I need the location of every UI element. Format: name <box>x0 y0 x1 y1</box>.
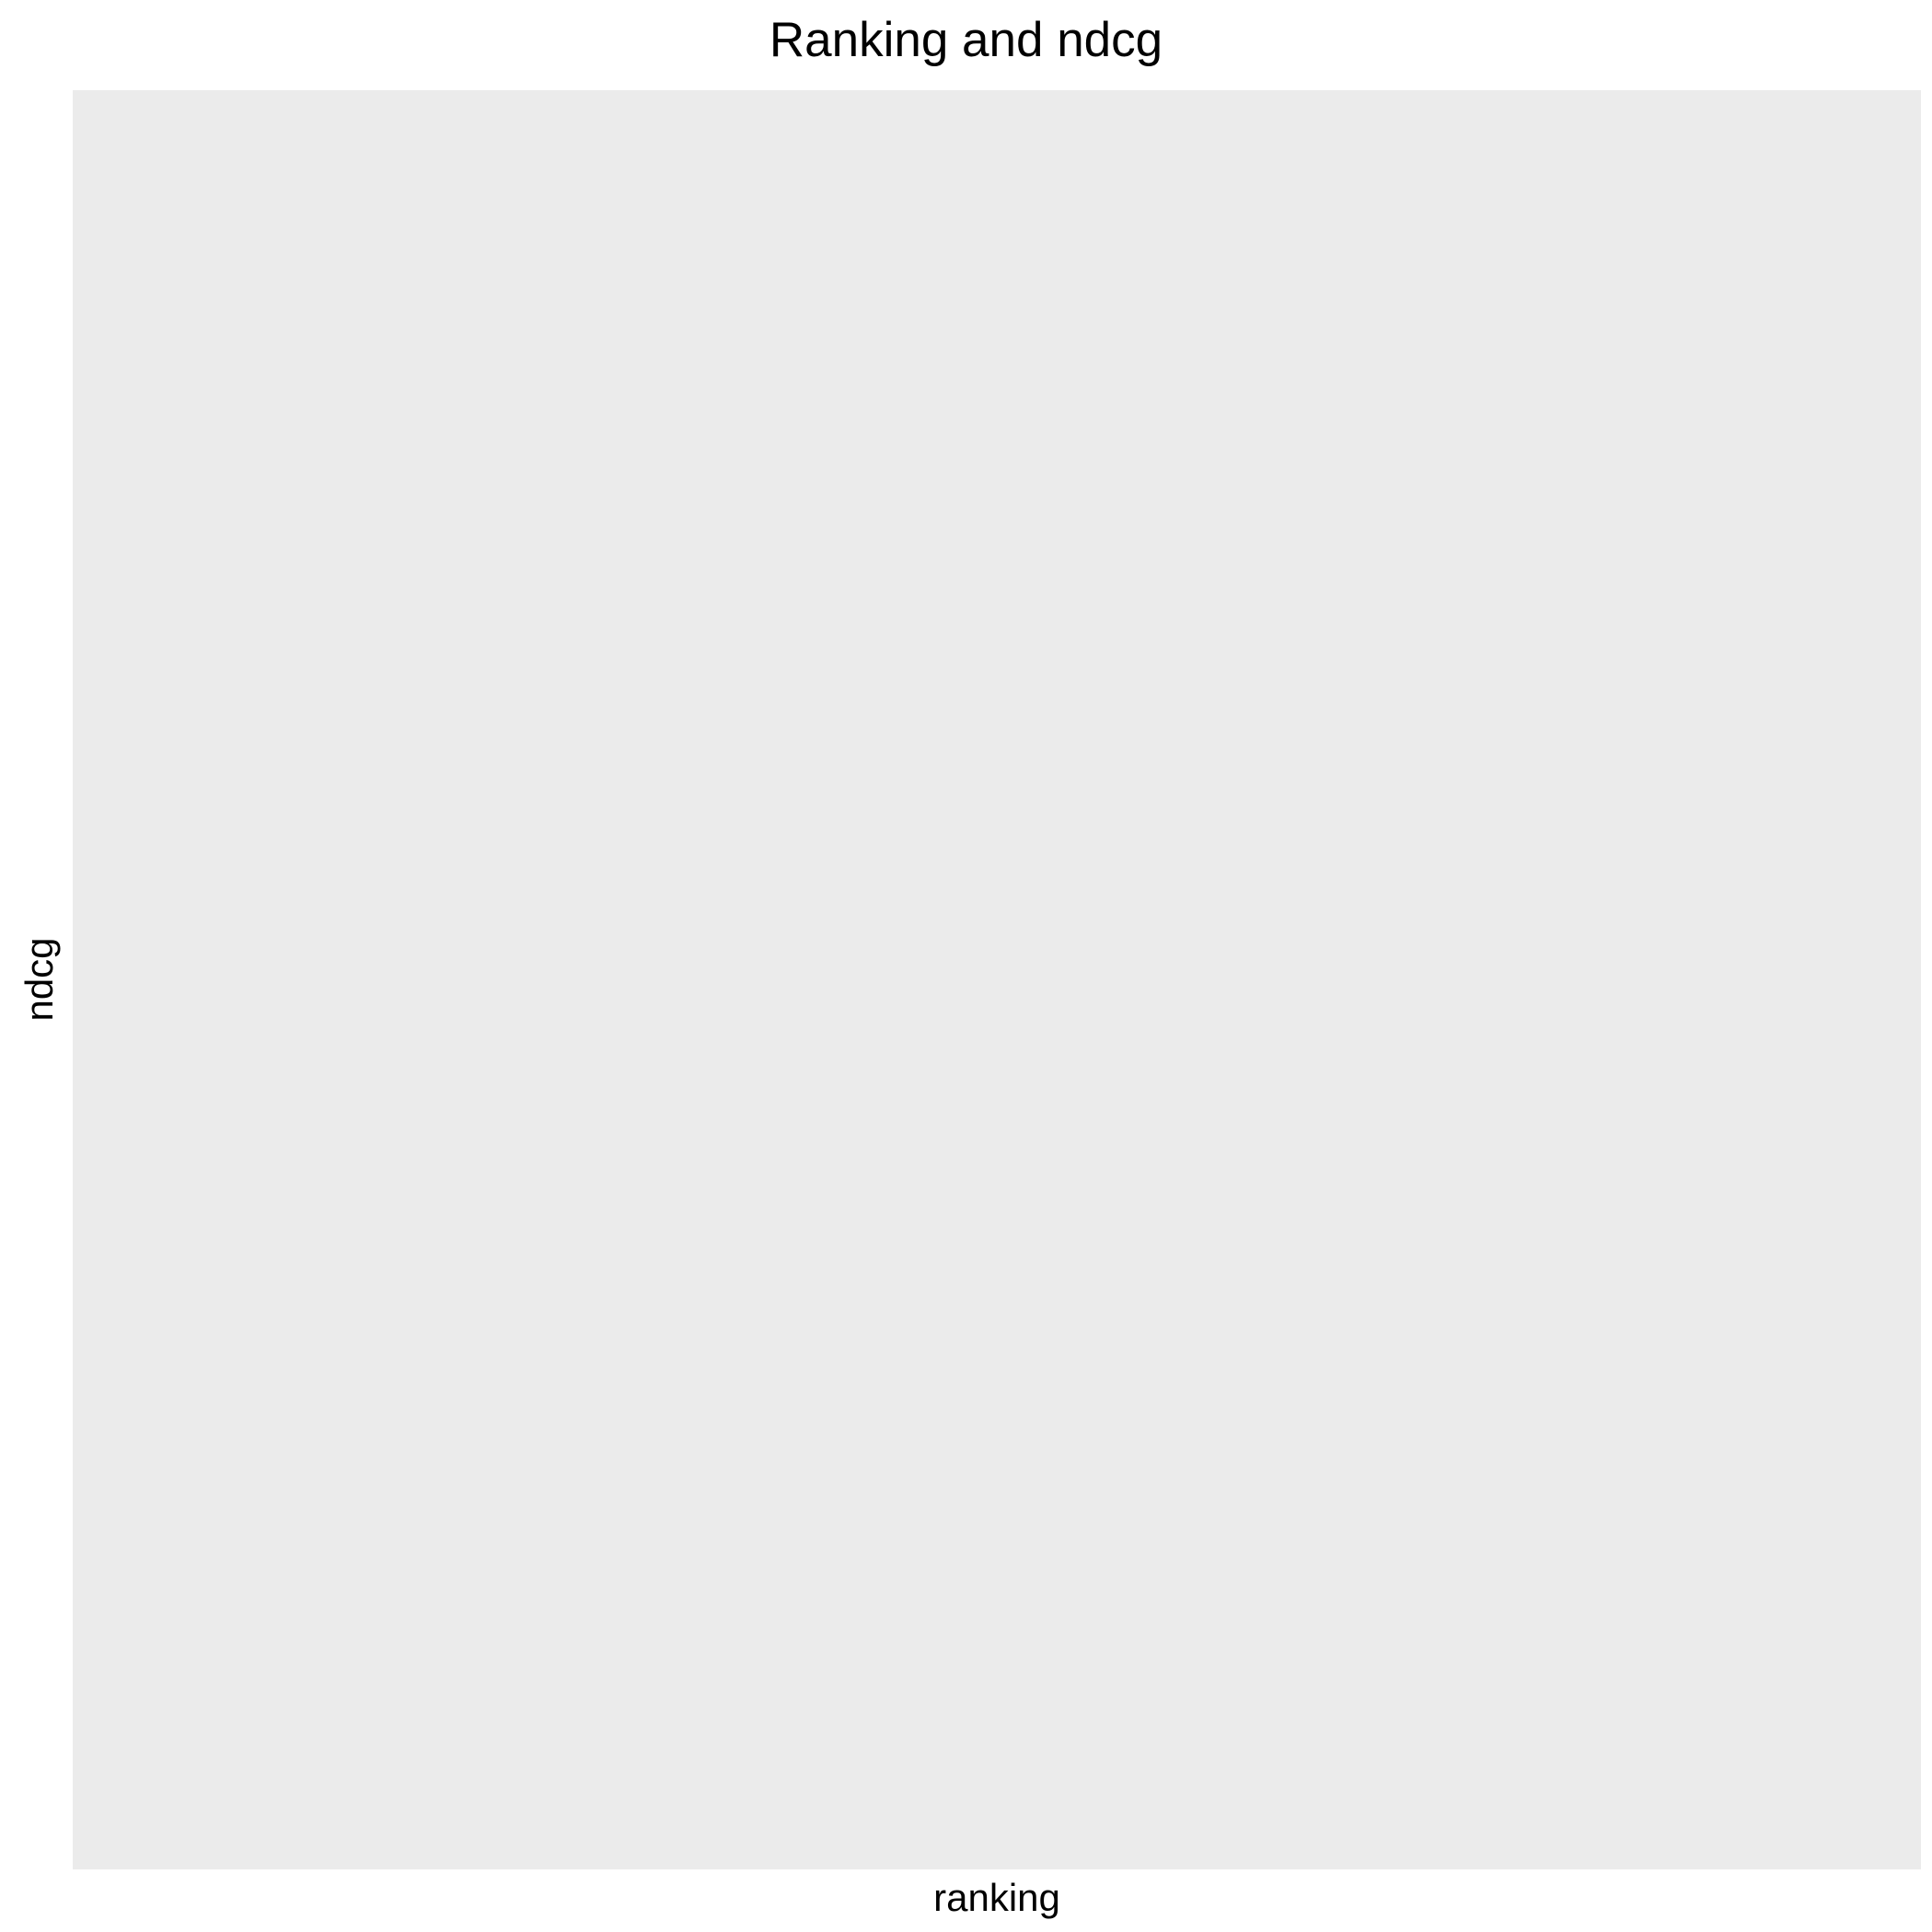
plot-panel <box>73 90 1921 1869</box>
chart-title: Ranking and ndcg <box>769 13 1163 67</box>
x-axis-label: ranking <box>933 1876 1060 1919</box>
y-axis-label: ndcg <box>17 937 61 1022</box>
